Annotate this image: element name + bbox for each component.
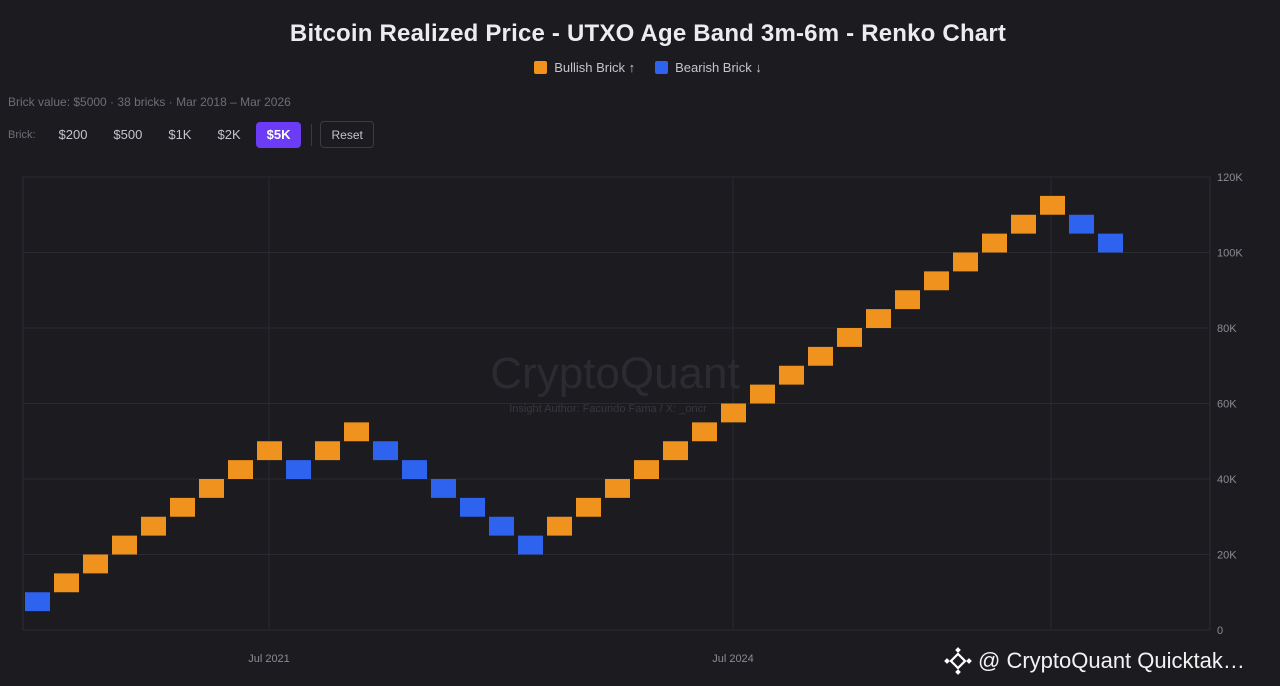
bullish-brick[interactable] (953, 252, 978, 272)
toolbar-divider (311, 123, 313, 146)
footer-badge-text: @ CryptoQuant Quicktak… (978, 648, 1245, 673)
y-tick-label: 20K (1217, 550, 1237, 562)
brick-option-2k[interactable]: $2K (217, 127, 241, 142)
legend-swatch-bearish (655, 61, 669, 74)
bullish-brick[interactable] (344, 422, 369, 442)
bullish-brick[interactable] (721, 403, 746, 423)
watermark-brand: CryptoQuant (490, 349, 739, 398)
legend-swatch-bullish (534, 61, 548, 74)
bullish-brick[interactable] (866, 309, 891, 328)
y-tick-label: 40K (1217, 474, 1237, 486)
y-axis: 120K 100K 80K 60K 40K 20K 0 (1217, 172, 1243, 637)
y-tick-label: 0 (1217, 625, 1223, 637)
reset-button[interactable]: Reset (320, 121, 374, 148)
bullish-brick[interactable] (1011, 214, 1036, 234)
watermark: CryptoQuant Insight Author: Facundo Fama… (490, 349, 739, 415)
bearish-brick[interactable] (489, 516, 514, 536)
y-tick-label: 80K (1217, 323, 1237, 335)
legend-label-bearish: Bearish Brick ↓ (675, 60, 762, 75)
binance-diamond-icon (944, 647, 972, 675)
brick-option-500[interactable]: $500 (113, 127, 143, 142)
bearish-brick[interactable] (373, 441, 398, 461)
brick-size-label: Brick: (8, 128, 36, 141)
brick-summary: Brick value: $5000 · 38 bricks · Mar 201… (8, 95, 291, 109)
brick-size-selector: Brick: $200 $500 $1K $2K $5K Reset (8, 121, 374, 148)
brick-option-1k[interactable]: $1K (168, 127, 192, 142)
bearish-brick[interactable] (1098, 233, 1123, 253)
bullish-brick[interactable] (199, 479, 224, 498)
brick-option-5k[interactable]: $5K (255, 121, 302, 148)
x-axis: Jul 2021 Jul 2024 (248, 653, 754, 665)
bullish-brick[interactable] (547, 516, 572, 536)
bullish-brick[interactable] (576, 497, 601, 517)
x-tick-label: Jul 2021 (248, 653, 290, 665)
bullish-brick[interactable] (692, 422, 717, 442)
bullish-brick[interactable] (750, 384, 775, 404)
legend-item-bullish[interactable]: Bullish Brick ↑ (534, 60, 635, 75)
bullish-brick[interactable] (634, 460, 659, 479)
bullish-brick[interactable] (170, 497, 195, 517)
legend-item-bearish[interactable]: Bearish Brick ↓ (655, 60, 762, 75)
y-tick-label: 60K (1217, 399, 1237, 411)
bearish-brick[interactable] (431, 479, 456, 498)
bearish-brick[interactable] (402, 460, 427, 479)
bullish-brick[interactable] (982, 233, 1007, 253)
x-tick-label: Jul 2024 (712, 653, 754, 665)
bearish-brick[interactable] (25, 592, 50, 612)
bullish-brick[interactable] (315, 441, 340, 461)
bullish-brick[interactable] (924, 271, 949, 291)
bullish-brick[interactable] (54, 573, 79, 593)
legend-label-bullish: Bullish Brick ↑ (554, 60, 636, 75)
bearish-brick[interactable] (518, 535, 543, 555)
bullish-brick[interactable] (837, 328, 862, 347)
chart-title: Bitcoin Realized Price - UTXO Age Band 3… (289, 20, 1007, 47)
bullish-brick[interactable] (779, 365, 804, 385)
bullish-brick[interactable] (228, 460, 253, 479)
y-tick-label: 100K (1217, 248, 1243, 260)
bullish-brick[interactable] (808, 346, 833, 366)
chart-legend: Bullish Brick ↑ Bearish Brick ↓ (0, 60, 1280, 75)
watermark-author: Insight Author: Facundo Fama / X: _oncr (509, 403, 707, 415)
bullish-brick[interactable] (141, 516, 166, 536)
bullish-brick[interactable] (112, 535, 137, 555)
bearish-brick[interactable] (460, 497, 485, 517)
bullish-brick[interactable] (663, 441, 688, 461)
bullish-brick[interactable] (1040, 195, 1065, 215)
y-tick-label: 120K (1217, 172, 1243, 184)
bearish-brick[interactable] (1069, 214, 1094, 234)
bullish-brick[interactable] (83, 554, 108, 574)
bullish-brick[interactable] (895, 290, 920, 310)
footer-badge: @ CryptoQuant Quicktak… (944, 647, 1245, 675)
bearish-brick[interactable] (286, 460, 311, 479)
renko-bricks (25, 195, 1123, 612)
bullish-brick[interactable] (257, 441, 282, 461)
bullish-brick[interactable] (605, 479, 630, 498)
brick-option-200[interactable]: $200 (58, 127, 88, 142)
